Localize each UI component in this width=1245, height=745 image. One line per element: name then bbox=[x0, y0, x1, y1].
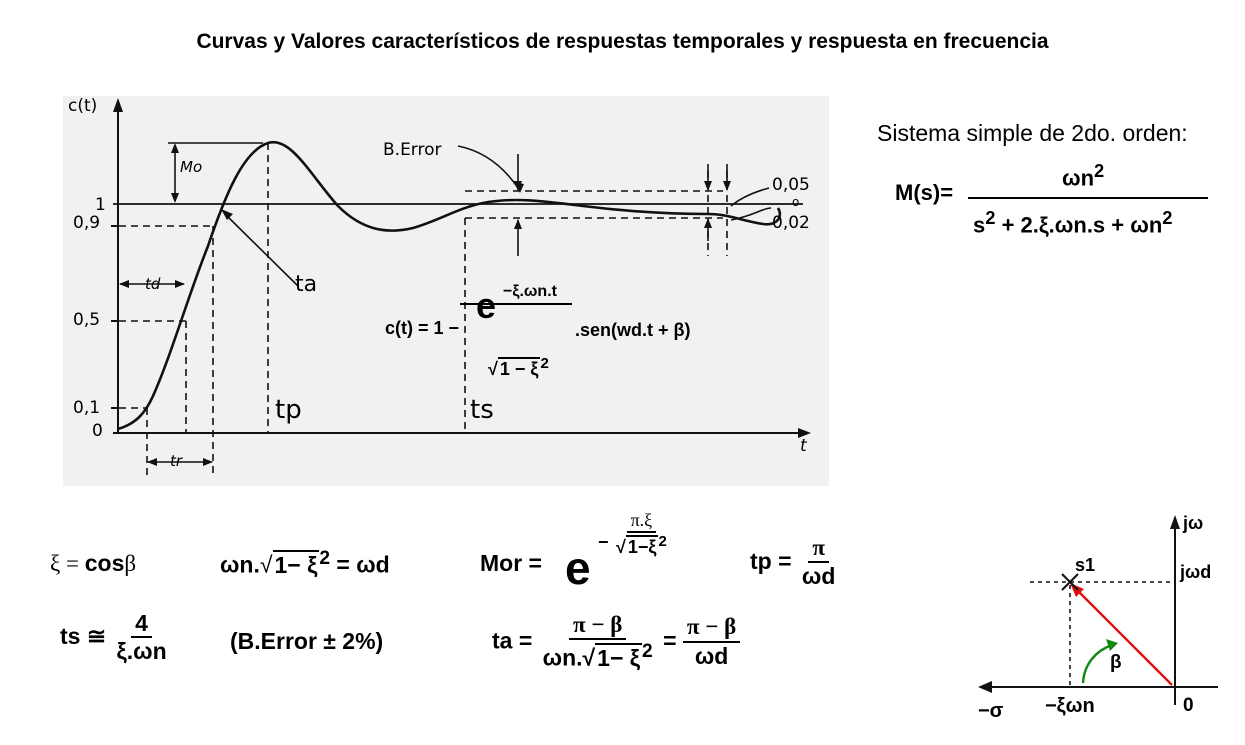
page-title: Curvas y Valores característicos de resp… bbox=[196, 30, 1049, 53]
ct-tail: .sen(wd.t + β) bbox=[575, 320, 691, 340]
beta-arc bbox=[1081, 643, 1113, 684]
step-response-svg bbox=[111, 98, 811, 476]
ts-label: ts bbox=[470, 395, 494, 425]
tp-formula: tp = π ωd bbox=[750, 535, 836, 590]
jwd-label: jωd bbox=[1180, 562, 1212, 582]
b-error-label: B.Error bbox=[383, 140, 442, 160]
minus-xi-wn-label: −ξωn bbox=[1045, 695, 1095, 717]
jw-label: jω bbox=[1183, 513, 1204, 533]
response-curve bbox=[117, 140, 782, 431]
ct-exponent: −ξ.ωn.t bbox=[503, 283, 557, 300]
tr-label: tr bbox=[170, 452, 183, 470]
ms-num: ωn2 bbox=[1062, 160, 1105, 191]
s1-cross bbox=[1061, 573, 1079, 591]
mor-exp-sign: − bbox=[598, 532, 609, 552]
s1-vector bbox=[1073, 586, 1173, 686]
mor-lhs: Mor = bbox=[480, 550, 542, 576]
ta-label: ta bbox=[295, 272, 318, 297]
mor-e: e bbox=[565, 542, 591, 594]
ts-formula: ts ≅ 4 ξ.ωn bbox=[60, 610, 167, 665]
b-error-formula: (B.Error ± 2%) bbox=[230, 628, 384, 654]
y-tick-0: 0 bbox=[92, 421, 103, 441]
y-axis-arrow bbox=[113, 98, 123, 112]
band-o-label: o bbox=[792, 195, 800, 209]
y-tick-01: 0,1 bbox=[73, 398, 101, 418]
y-tick-05: 0,5 bbox=[73, 310, 101, 330]
minus-sigma-label: −σ bbox=[978, 700, 1004, 722]
ct-e: e bbox=[476, 285, 497, 326]
s1-label: s1 bbox=[1075, 555, 1096, 575]
ct-fraction-line bbox=[460, 303, 572, 305]
x-axis-arrow bbox=[798, 428, 811, 438]
x-axis-label: t bbox=[800, 436, 807, 456]
xi-formula: ξ = cosβ bbox=[50, 550, 137, 576]
band-002-label: 0,02 bbox=[772, 213, 810, 233]
band-005-label: 0,05 bbox=[772, 175, 810, 195]
b-error-arrow bbox=[457, 145, 519, 189]
y-tick-1: 1 bbox=[95, 195, 106, 215]
ms-lhs: M(s)= bbox=[895, 180, 954, 205]
origin-label: 0 bbox=[1183, 695, 1194, 716]
mo-label: Mo bbox=[180, 158, 203, 176]
td-label: td bbox=[145, 275, 161, 293]
ta-arrow bbox=[224, 213, 299, 287]
beta-label: β bbox=[1110, 652, 1122, 673]
y-axis-label: c(t) bbox=[68, 96, 98, 116]
ms-den: s2 + 2.ξ.ωn.s + ωn2 bbox=[973, 207, 1173, 238]
ms-fraction-line bbox=[968, 197, 1208, 199]
system-heading: Sistema simple de 2do. orden: bbox=[877, 120, 1188, 146]
mor-exponent: π.ξ √ 1−ξ 2 bbox=[616, 510, 667, 557]
ct-lhs: c(t) = 1 − bbox=[385, 318, 460, 338]
y-tick-09: 0,9 bbox=[73, 213, 101, 233]
s-plane-svg bbox=[978, 515, 1218, 705]
tp-label: tp bbox=[275, 395, 302, 425]
